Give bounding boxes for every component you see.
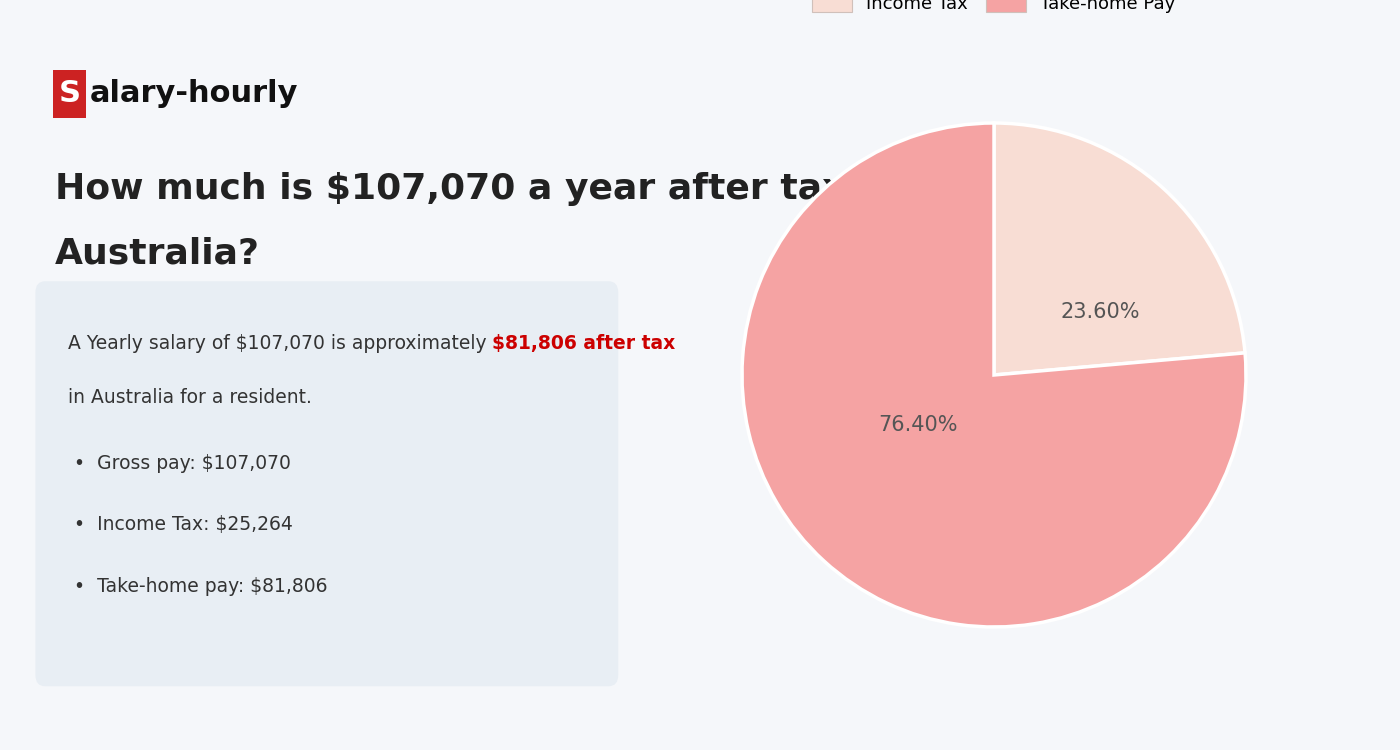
Text: 76.40%: 76.40% [879,416,958,436]
Text: How much is $107,070 a year after tax in: How much is $107,070 a year after tax in [55,172,896,206]
Text: •  Income Tax: $25,264: • Income Tax: $25,264 [74,515,293,534]
Text: •  Gross pay: $107,070: • Gross pay: $107,070 [74,454,291,472]
Wedge shape [742,123,1246,627]
Text: •  Take-home pay: $81,806: • Take-home pay: $81,806 [74,577,328,596]
Text: in Australia for a resident.: in Australia for a resident. [67,388,311,406]
FancyBboxPatch shape [35,281,619,686]
Text: S: S [59,80,81,108]
Text: Australia?: Australia? [55,236,260,270]
Legend: Income Tax, Take-home Pay: Income Tax, Take-home Pay [805,0,1183,20]
Wedge shape [994,123,1245,375]
Text: A Yearly salary of $107,070 is approximately: A Yearly salary of $107,070 is approxima… [67,334,493,352]
Text: alary-hourly: alary-hourly [90,80,298,108]
Text: 23.60%: 23.60% [1060,302,1140,322]
FancyBboxPatch shape [53,70,87,118]
Text: $81,806 after tax: $81,806 after tax [493,334,675,352]
